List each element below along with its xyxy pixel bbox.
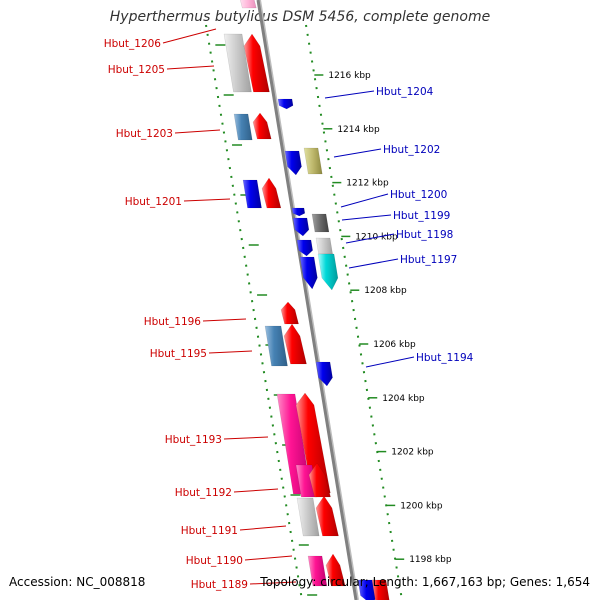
gene-feature: [284, 150, 302, 176]
scale-tick-label: 1212 kbp: [346, 179, 389, 189]
gene-feature: [325, 553, 346, 587]
forward-gene-label: Hbut_1193: [165, 434, 222, 446]
gene-feature: [240, 0, 257, 9]
leader-line: [183, 198, 231, 202]
gene-feature: [308, 462, 331, 498]
gene-feature: [317, 253, 339, 291]
genes-value: 1,654: [555, 575, 590, 589]
scale-tick-label: 1198 kbp: [409, 555, 452, 565]
forward-gene-label: Hbut_1189: [191, 579, 248, 591]
leader-line: [174, 129, 221, 134]
scale-tick-label: 1208 kbp: [364, 286, 407, 296]
leader-line: [340, 193, 389, 208]
forward-gene-label: Hbut_1191: [181, 525, 238, 537]
reverse-gene-label: Hbut_1197: [400, 254, 457, 266]
length-value: 1,667,163 bp;: [421, 575, 507, 589]
accession-info: Accession: NC_008818: [9, 575, 145, 589]
leader-line: [345, 233, 395, 244]
gene-feature: [315, 361, 333, 387]
gene-feature: [303, 147, 323, 175]
forward-gene-label: Hbut_1196: [144, 316, 202, 328]
forward-gene-label: Hbut_1195: [150, 348, 207, 360]
gene-feature: [292, 217, 310, 237]
topology-label: Topology:: [260, 575, 317, 589]
gene-feature: [223, 33, 252, 93]
gene-feature: [307, 555, 328, 587]
accession-value: NC_008818: [76, 575, 146, 589]
forward-gene-label: Hbut_1201: [125, 196, 182, 208]
page-title: Hyperthermus butylicus DSM 5456, complet…: [109, 9, 491, 25]
leader-line: [249, 581, 297, 585]
reverse-gene-label: Hbut_1194: [416, 352, 474, 364]
gene-feature: [371, 579, 390, 600]
leader-line: [208, 350, 253, 354]
gene-feature: [243, 33, 270, 93]
leader-line: [233, 488, 279, 493]
leader-line: [333, 148, 382, 158]
backbone-line: [256, 0, 358, 600]
gene-feature: [299, 256, 318, 290]
reverse-gene-label: Hbut_1199: [393, 210, 450, 222]
gene-feature: [296, 497, 320, 537]
leader-line: [341, 214, 392, 221]
gene-feature: [280, 301, 299, 325]
gene-feature: [315, 237, 333, 255]
reverse-gene-label: Hbut_1204: [376, 86, 434, 98]
scale-tick-label: 1204 kbp: [382, 394, 425, 404]
gene-feature: [252, 112, 272, 140]
leader-line: [202, 318, 247, 322]
leader-line: [365, 356, 415, 368]
genes-label: Genes:: [509, 575, 552, 589]
topology-value: circular;: [320, 575, 369, 589]
gene-feature: [264, 325, 288, 367]
gene-feature: [296, 239, 313, 257]
leader-line: [223, 436, 269, 440]
reverse-gene-label: Hbut_1202: [383, 144, 440, 156]
forward-gene-label: Hbut_1192: [175, 487, 232, 499]
length-label: Length:: [372, 575, 419, 589]
gene-feature: [291, 207, 306, 217]
scale-tick-label: 1214 kbp: [337, 125, 380, 135]
scale-tick-label: 1216 kbp: [328, 71, 371, 81]
leader-line: [324, 90, 375, 99]
reverse-gene-label: Hbut_1200: [390, 189, 447, 201]
reverse-gene-label: Hbut_1198: [396, 229, 453, 241]
forward-gene-label: Hbut_1206: [104, 38, 162, 50]
scale-tick-label: 1202 kbp: [391, 448, 434, 458]
leader-line: [244, 555, 293, 561]
leader-line: [162, 28, 217, 44]
forward-gene-label: Hbut_1203: [116, 128, 173, 140]
gene-feature: [283, 323, 307, 365]
gene-feature: [233, 113, 253, 141]
gene-feature: [261, 177, 282, 209]
leader-line: [239, 525, 287, 531]
forward-gene-label: Hbut_1205: [108, 64, 165, 76]
scale-tick-label: 1200 kbp: [400, 501, 443, 511]
forward-gene-label: Hbut_1190: [186, 555, 243, 567]
genome-summary: Topology: circular; Length: 1,667,163 bp…: [260, 575, 590, 589]
leader-line: [348, 258, 399, 269]
gene-feature: [242, 179, 262, 209]
accession-label: Accession:: [9, 575, 73, 589]
gene-feature: [311, 213, 330, 233]
leader-line: [166, 65, 215, 70]
gene-feature: [277, 98, 294, 110]
gene-feature: [315, 495, 339, 537]
scale-tick-label: 1206 kbp: [373, 340, 416, 350]
